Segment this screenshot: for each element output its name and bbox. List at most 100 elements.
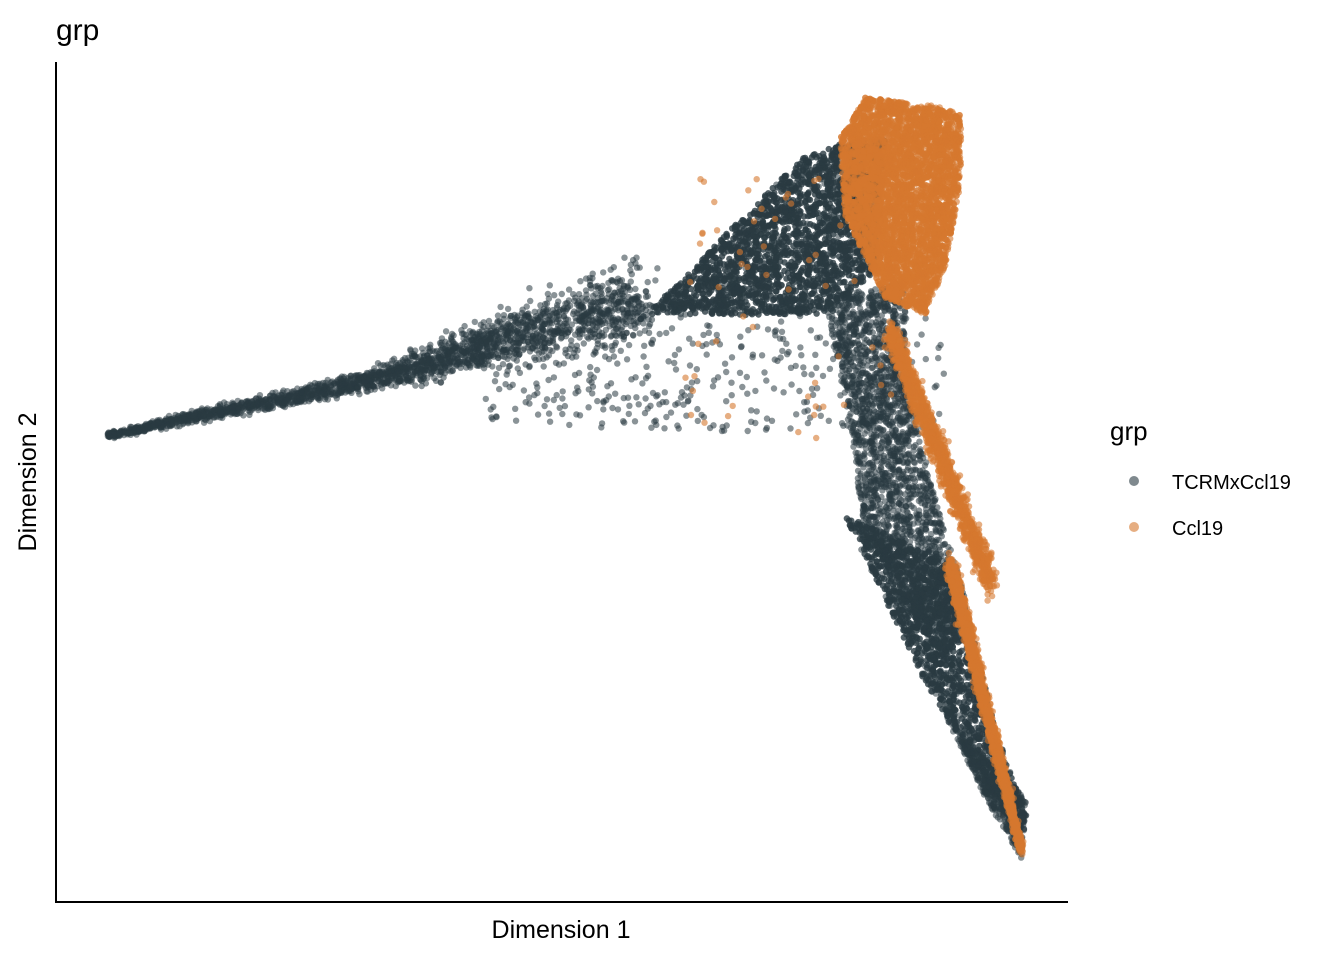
point [636, 330, 643, 337]
point [580, 304, 587, 311]
point [644, 278, 651, 286]
point [418, 345, 426, 352]
point [144, 426, 151, 433]
point [496, 318, 503, 325]
point [142, 420, 150, 428]
point [634, 292, 641, 300]
point [652, 277, 659, 284]
point [304, 388, 311, 395]
point [535, 356, 543, 363]
point [513, 327, 521, 335]
point [314, 395, 321, 402]
point [431, 364, 438, 372]
point [463, 364, 470, 371]
point [611, 289, 618, 296]
point [587, 301, 594, 309]
point [575, 291, 583, 298]
point [621, 254, 628, 261]
point [487, 352, 495, 359]
point [200, 411, 207, 418]
point [151, 421, 158, 428]
point [361, 379, 368, 386]
point [569, 310, 577, 318]
point [223, 406, 230, 413]
point [432, 377, 440, 384]
point [412, 354, 419, 361]
point [545, 352, 553, 359]
point [517, 316, 524, 323]
point [586, 281, 594, 289]
point [368, 369, 376, 376]
point [627, 278, 634, 285]
point [125, 430, 132, 437]
point [456, 358, 463, 366]
point [471, 318, 478, 326]
point [592, 307, 599, 315]
point [624, 283, 631, 291]
point [654, 265, 661, 272]
point [438, 356, 446, 363]
point [607, 266, 614, 273]
point [468, 337, 475, 344]
point [407, 347, 414, 354]
point [625, 341, 633, 349]
chart-title: grp [56, 14, 99, 47]
point [442, 328, 450, 335]
point [546, 312, 553, 319]
point [580, 340, 587, 347]
point [378, 378, 385, 385]
point [379, 385, 386, 392]
point [568, 321, 575, 328]
point [483, 346, 490, 354]
point [571, 297, 578, 304]
point [449, 342, 456, 349]
point [404, 374, 411, 382]
point [425, 356, 432, 363]
point [318, 390, 325, 398]
point [248, 406, 256, 414]
point [335, 388, 342, 395]
point [457, 364, 464, 371]
point [543, 306, 550, 314]
point [628, 271, 635, 278]
point [582, 275, 590, 282]
point [356, 391, 363, 398]
point [322, 382, 329, 389]
point [514, 365, 521, 372]
point [168, 416, 175, 423]
point [574, 328, 582, 336]
point [604, 286, 611, 294]
point [278, 391, 286, 399]
point [632, 285, 639, 293]
point [519, 306, 526, 313]
point [253, 395, 260, 402]
point [462, 352, 469, 359]
point [248, 398, 256, 405]
point [628, 305, 635, 312]
point [645, 329, 653, 337]
point [288, 393, 295, 400]
point [574, 347, 581, 354]
point [391, 372, 399, 379]
point [426, 348, 434, 355]
point [600, 269, 607, 276]
point [618, 277, 626, 284]
point [497, 323, 504, 330]
point [609, 346, 616, 354]
point [562, 307, 569, 315]
point [594, 294, 602, 302]
point [329, 378, 336, 385]
point [421, 368, 429, 375]
point [585, 335, 592, 342]
point [259, 401, 266, 408]
point [551, 292, 558, 299]
point [633, 264, 641, 271]
point [526, 285, 533, 292]
point [613, 325, 620, 332]
point [497, 303, 504, 311]
point [217, 409, 224, 416]
point [296, 394, 303, 402]
point [281, 399, 288, 407]
point [558, 290, 565, 298]
